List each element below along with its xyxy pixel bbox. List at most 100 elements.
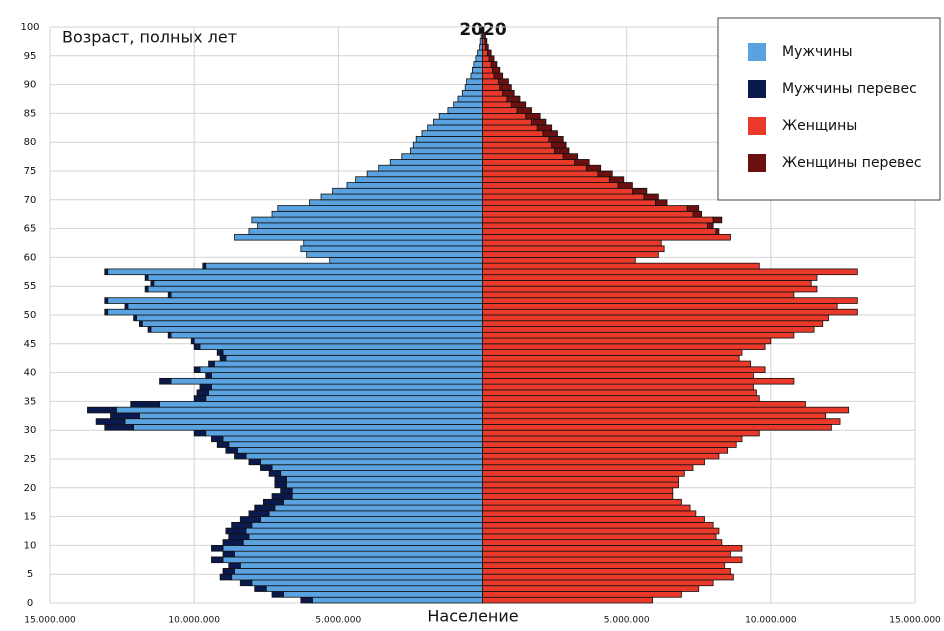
bar: [692, 210, 703, 218]
bar: [482, 562, 726, 569]
bar: [222, 545, 483, 552]
bar: [482, 516, 705, 523]
bar: [211, 545, 224, 552]
bar: [170, 291, 483, 299]
bar: [531, 118, 547, 126]
bar: [159, 400, 483, 408]
bar: [497, 78, 509, 85]
bar: [115, 406, 483, 414]
bar: [707, 222, 714, 229]
bar: [447, 107, 483, 114]
bar: [655, 199, 668, 206]
y-tick-label: 10: [24, 540, 37, 551]
bar: [482, 441, 737, 448]
bar: [482, 343, 766, 350]
bar: [153, 280, 483, 287]
bar: [482, 475, 679, 483]
bar: [482, 406, 850, 414]
bar: [248, 533, 483, 541]
y-tick-label: 80: [24, 137, 37, 148]
bar: [167, 291, 172, 299]
bar: [107, 308, 483, 316]
bar: [482, 280, 812, 287]
bar: [170, 331, 483, 339]
bar: [271, 464, 483, 471]
bar: [199, 366, 483, 373]
bar: [457, 95, 483, 103]
bar: [286, 481, 483, 489]
bar: [482, 556, 743, 564]
bar: [427, 124, 483, 132]
x-axis-label: Население: [427, 607, 518, 626]
bar: [482, 308, 858, 316]
bar: [482, 43, 486, 51]
bar: [482, 205, 688, 212]
bar: [554, 147, 570, 155]
bar: [482, 147, 555, 155]
bar: [464, 84, 483, 91]
bar: [482, 418, 841, 425]
bar: [136, 314, 483, 322]
legend-label: Женщины перевес: [782, 155, 922, 171]
bar: [87, 406, 117, 414]
bar: [482, 539, 723, 546]
x-tick-label: 15.000.000: [24, 616, 76, 626]
bar: [196, 389, 209, 397]
x-tick-label: 5.000.000: [315, 616, 361, 626]
bar: [482, 481, 679, 489]
bar: [260, 516, 483, 523]
y-tick-label: 100: [20, 22, 39, 33]
bar: [271, 591, 284, 598]
bar: [231, 521, 253, 529]
bar: [482, 297, 858, 304]
bar: [482, 464, 694, 471]
bar: [482, 550, 731, 558]
bar: [482, 251, 659, 258]
y-tick-label: 55: [24, 281, 37, 292]
bar: [482, 113, 527, 120]
bar: [127, 303, 483, 310]
bar: [355, 176, 483, 183]
bar: [482, 101, 512, 109]
bar: [107, 297, 483, 304]
bar: [199, 343, 483, 350]
bar: [484, 43, 489, 51]
bar: [482, 199, 656, 206]
bar: [482, 239, 662, 247]
bar: [482, 182, 619, 189]
bar: [525, 113, 541, 120]
bar: [138, 320, 143, 327]
bar: [482, 331, 795, 339]
bar: [453, 101, 483, 109]
bar: [482, 291, 795, 299]
bar: [482, 222, 708, 229]
bar: [482, 118, 532, 126]
bar: [482, 256, 636, 264]
bar: [228, 562, 241, 569]
bar: [482, 170, 599, 178]
bar: [124, 418, 483, 425]
bar: [482, 268, 858, 276]
bar: [193, 429, 207, 437]
bar: [274, 504, 483, 512]
legend-label: Мужчины: [782, 44, 853, 60]
bar: [482, 510, 697, 517]
bar: [482, 49, 488, 57]
bar: [482, 274, 818, 281]
bar: [438, 113, 483, 120]
bar: [202, 262, 207, 270]
bar: [492, 66, 501, 74]
bar: [110, 412, 140, 420]
bar: [401, 153, 483, 160]
bar: [133, 314, 137, 322]
bar: [493, 72, 504, 80]
bar: [193, 343, 201, 350]
bar: [311, 596, 483, 604]
legend-label: Мужчины перевес: [782, 81, 917, 97]
bar: [274, 481, 287, 489]
bar: [205, 429, 483, 437]
y-axis-label: Возраст, полных лет: [62, 28, 237, 47]
bar: [124, 303, 129, 310]
bar: [260, 458, 483, 466]
bar: [574, 159, 590, 166]
